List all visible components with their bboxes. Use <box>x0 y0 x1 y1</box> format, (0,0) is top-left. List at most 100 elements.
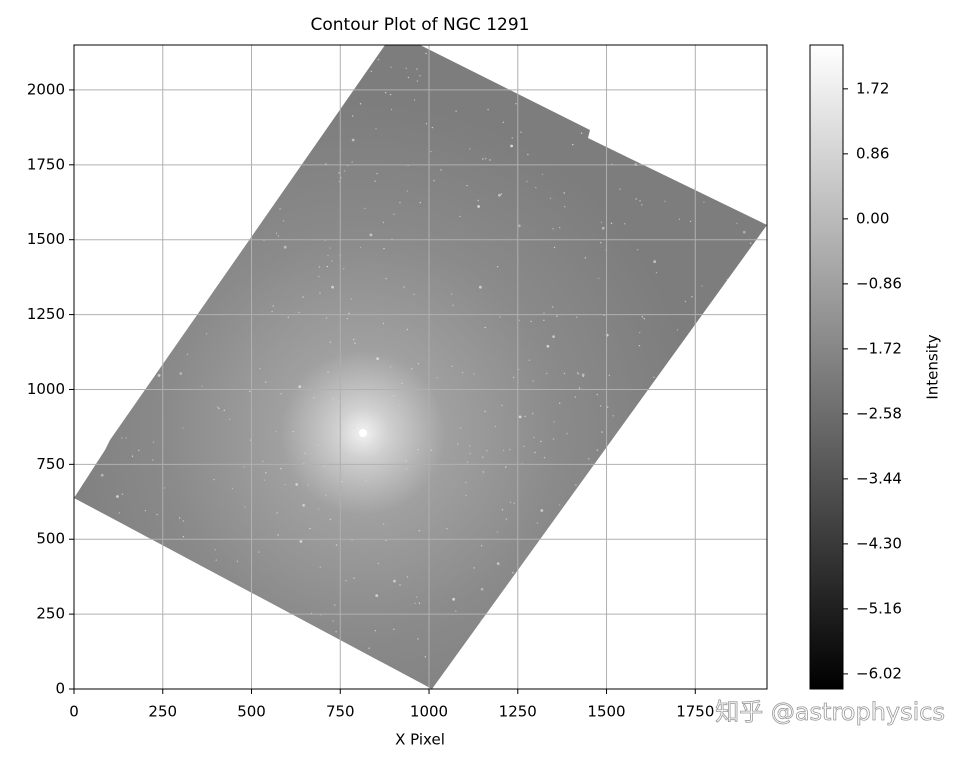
star <box>528 359 531 361</box>
star <box>524 415 526 418</box>
star <box>419 201 421 204</box>
star <box>552 335 555 338</box>
star <box>323 465 326 468</box>
star <box>482 456 484 458</box>
star <box>452 597 455 601</box>
star <box>385 277 387 280</box>
star <box>376 357 379 361</box>
star <box>494 425 497 428</box>
star <box>477 199 479 202</box>
star <box>347 165 349 167</box>
star <box>264 479 266 481</box>
star <box>121 493 124 495</box>
star <box>484 326 486 329</box>
star <box>581 373 585 377</box>
star <box>520 131 522 133</box>
star <box>480 545 483 547</box>
star <box>406 468 408 470</box>
star <box>144 509 147 512</box>
star <box>319 566 321 568</box>
star <box>125 437 127 439</box>
star <box>543 319 545 321</box>
star <box>541 173 544 176</box>
star <box>298 311 300 314</box>
star <box>466 184 468 187</box>
star <box>664 200 666 202</box>
star <box>424 656 426 658</box>
star <box>553 421 555 423</box>
star <box>518 319 521 321</box>
y-tick-label: 0 <box>55 680 65 698</box>
star <box>365 480 367 482</box>
star <box>383 247 385 250</box>
star <box>295 483 299 486</box>
star <box>182 536 185 538</box>
star <box>279 208 281 210</box>
star <box>277 534 279 536</box>
star <box>566 432 568 435</box>
star <box>416 596 418 598</box>
star <box>509 501 512 503</box>
star <box>249 390 251 393</box>
star <box>532 412 534 415</box>
star <box>351 138 355 142</box>
star <box>331 285 334 289</box>
star <box>419 75 421 77</box>
star <box>546 372 548 375</box>
star <box>601 226 605 230</box>
colorbar-tick-label: −0.86 <box>856 274 902 292</box>
star <box>370 70 372 73</box>
star <box>284 483 286 486</box>
x-tick-label: 0 <box>69 703 79 721</box>
star <box>205 333 208 335</box>
star <box>600 242 602 244</box>
x-tick-label: 500 <box>237 703 266 721</box>
star <box>156 513 158 516</box>
star <box>384 92 387 94</box>
star <box>319 292 321 294</box>
star <box>383 399 385 401</box>
x-tick-label: 750 <box>326 703 355 721</box>
colorbar <box>809 44 844 690</box>
star <box>353 448 355 451</box>
star <box>643 318 645 320</box>
star <box>425 52 427 55</box>
star <box>540 440 542 443</box>
star <box>229 418 231 420</box>
star <box>215 559 217 561</box>
star <box>326 265 328 268</box>
star <box>505 518 508 520</box>
star <box>575 316 578 318</box>
star <box>450 293 453 295</box>
star <box>576 372 579 374</box>
star <box>325 317 328 319</box>
star <box>417 448 419 451</box>
star <box>610 222 613 224</box>
star <box>518 415 522 419</box>
star <box>331 260 333 262</box>
star <box>584 257 586 259</box>
star <box>563 192 565 194</box>
star <box>489 159 491 161</box>
star <box>588 458 590 460</box>
star <box>374 180 376 182</box>
star <box>335 544 338 546</box>
star <box>619 188 621 190</box>
star <box>413 293 415 295</box>
star <box>152 441 155 443</box>
colorbar-tick-label: −5.16 <box>856 599 902 617</box>
star <box>482 471 485 473</box>
star <box>309 527 311 530</box>
star <box>552 438 555 440</box>
star <box>369 233 373 237</box>
star <box>416 68 418 70</box>
star <box>612 415 614 417</box>
star <box>501 404 503 406</box>
star <box>375 594 379 597</box>
star <box>275 430 277 433</box>
star <box>563 372 566 375</box>
x-tick-label: 1000 <box>410 703 448 721</box>
star <box>639 331 641 334</box>
star <box>372 453 375 455</box>
star <box>346 318 349 320</box>
